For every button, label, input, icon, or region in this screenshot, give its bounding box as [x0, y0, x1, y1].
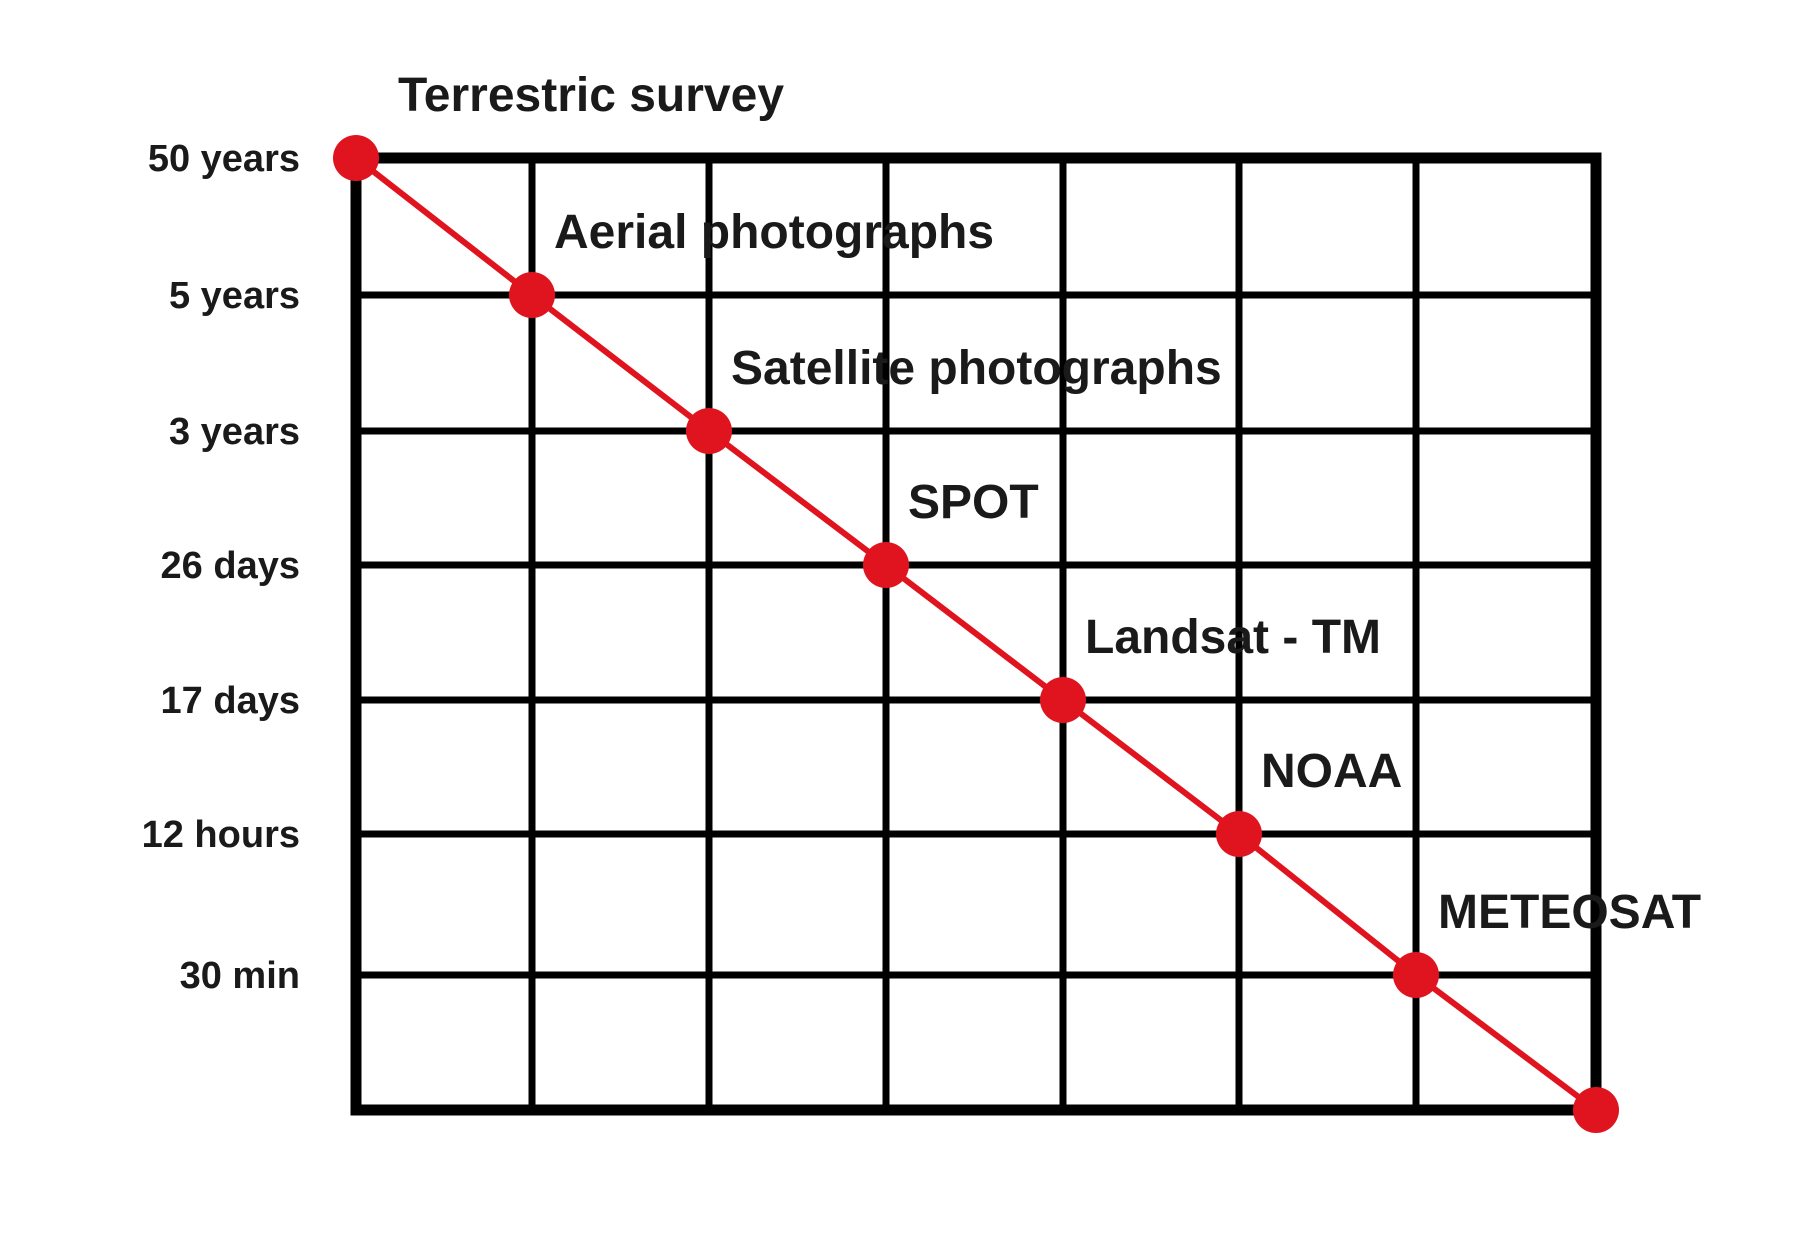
data-point [1040, 677, 1086, 723]
data-point [863, 542, 909, 588]
y-tick-label: 17 days [161, 680, 300, 722]
plot-frame [350, 152, 1602, 1116]
data-points [333, 135, 1619, 1133]
point-labels: Terrestric survey Aerial photographs Satel… [398, 69, 1701, 939]
series-line [354, 155, 1598, 1113]
point-label: METEOSAT [1438, 886, 1701, 939]
data-point [1393, 952, 1439, 998]
point-label: Aerial photographs [554, 206, 994, 259]
y-tick-label: 12 hours [142, 814, 300, 856]
point-label: NOAA [1261, 745, 1402, 798]
point-label: SPOT [908, 476, 1039, 529]
y-tick-label: 5 years [169, 275, 300, 317]
point-label: Terrestric survey [398, 69, 784, 122]
series-line-layer [354, 155, 1598, 1113]
grid [350, 152, 1602, 1116]
point-label: Satellite photographs [731, 342, 1222, 395]
y-axis-tick-labels: 50 years 5 years 3 years 26 days 17 days 12 h… [142, 138, 300, 997]
y-tick-label: 3 years [169, 411, 300, 453]
data-point [1216, 811, 1262, 857]
data-point [686, 408, 732, 454]
y-tick-label: 26 days [161, 545, 300, 587]
y-tick-label: 50 years [148, 138, 300, 180]
data-point [509, 272, 555, 318]
point-label: Landsat - TM [1085, 611, 1381, 664]
y-tick-label: 30 min [180, 955, 300, 997]
data-point [333, 135, 379, 181]
data-point [1573, 1087, 1619, 1133]
